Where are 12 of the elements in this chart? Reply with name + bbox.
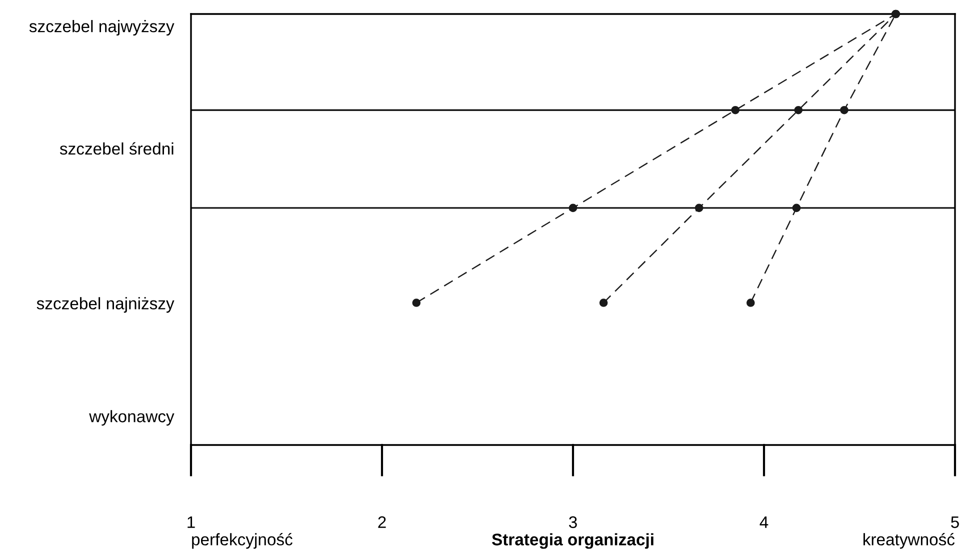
text: szczebel najwyższy [29,20,174,36]
text: szczebel najniższy [36,297,174,313]
x-tick-label: 4 [760,516,768,528]
x-tick-label: 2 [378,516,386,528]
text: szczebel średni [60,142,174,155]
x-axis-title: Strategia organizacji [492,533,654,549]
text: perfekcyjność [192,532,292,549]
x-tick-label: 5 [951,516,959,528]
x-tick-label: 1 [188,516,195,528]
text: wykonawcy [89,410,174,426]
text: kreatywność [864,532,955,549]
x-tick-label: 3 [569,516,577,528]
